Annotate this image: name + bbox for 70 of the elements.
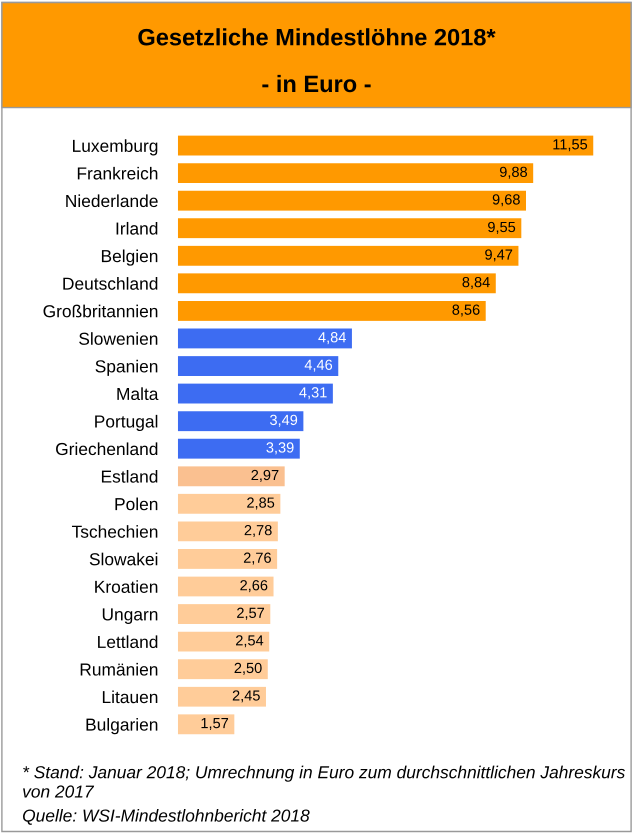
y-tick-label: Deutschland xyxy=(63,277,158,290)
y-tick-label: Belgien xyxy=(102,250,158,266)
bar xyxy=(178,411,304,432)
chart-title: Gesetzliche Mindestlöhne 2018* xyxy=(138,28,496,46)
y-tick-label: Irland xyxy=(116,222,158,235)
data-label: 4,84 xyxy=(318,332,346,344)
data-label: 2,50 xyxy=(234,662,262,675)
data-label: 4,46 xyxy=(304,360,332,372)
bar xyxy=(178,604,270,624)
chart-subtitle: - in Euro - xyxy=(262,74,371,92)
bar xyxy=(178,438,300,459)
y-tick-label: Niederlande xyxy=(66,194,158,208)
data-label: 9,88 xyxy=(500,166,527,179)
text: * Stand: Januar 2018; Umrechnung in Euro zum durchschnittlichen Jahreskurs von 2017 xyxy=(23,766,625,798)
bar xyxy=(178,714,234,734)
bar xyxy=(178,218,522,238)
bar xyxy=(178,273,496,294)
bar xyxy=(178,384,333,404)
y-tick-label: Estland xyxy=(102,470,158,483)
data-label: 2,76 xyxy=(244,552,271,565)
y-tick-label: Spanien xyxy=(96,360,158,376)
data-label: 4,31 xyxy=(299,387,327,400)
data-label: 8,84 xyxy=(462,276,490,289)
y-tick-label: Portugal xyxy=(95,414,158,432)
y-tick-label: Polen xyxy=(115,498,158,510)
y-tick-label: Frankreich xyxy=(78,166,158,180)
y-tick-label: Litauen xyxy=(102,690,158,704)
data-label: 2,78 xyxy=(244,524,272,538)
data-label: 2,54 xyxy=(236,635,264,648)
y-tick-label: Malta xyxy=(117,387,158,400)
bar xyxy=(178,246,518,266)
bar xyxy=(178,521,278,542)
y-tick-label: Lettland xyxy=(98,635,158,648)
bar xyxy=(178,190,526,211)
y-tick-label: Kroatien xyxy=(95,580,158,593)
y-tick-label: Rumänien xyxy=(80,662,158,676)
bar xyxy=(178,659,268,680)
bar xyxy=(178,494,280,514)
data-label: 2,66 xyxy=(240,580,268,592)
y-tick-label: Bulgarien xyxy=(86,718,158,734)
data-label: 9,47 xyxy=(485,249,512,262)
data-label: 9,68 xyxy=(492,194,520,206)
data-label: 3,49 xyxy=(270,414,298,427)
bar xyxy=(178,632,270,652)
data-label: 11,55 xyxy=(553,139,588,152)
bar xyxy=(178,163,534,184)
bar xyxy=(178,136,594,156)
data-label: 9,55 xyxy=(488,222,516,234)
bar xyxy=(178,466,285,486)
data-label: 2,85 xyxy=(247,497,274,510)
y-tick-label: Slowenien xyxy=(79,332,158,345)
y-tick-label: Ungarn xyxy=(102,608,158,624)
y-tick-label: Luxemburg xyxy=(73,139,158,156)
bar xyxy=(178,686,266,707)
y-tick-label: Großbritannien xyxy=(44,304,158,318)
data-label: 2,97 xyxy=(251,470,278,482)
bar xyxy=(178,356,338,376)
y-tick-label: Griechenland xyxy=(56,442,158,456)
bar xyxy=(178,576,274,596)
data-label: 8,56 xyxy=(452,304,480,317)
source-note: Quelle: WSI-Mindestlohnbericht 2018 xyxy=(23,808,310,825)
data-label: 1,57 xyxy=(202,718,228,730)
bar xyxy=(178,549,278,569)
data-label: 2,57 xyxy=(237,608,264,620)
data-label: 2,45 xyxy=(232,690,260,702)
bar xyxy=(178,300,486,321)
data-label: 3,39 xyxy=(266,442,294,454)
bar xyxy=(178,328,352,348)
y-tick-label: Slowakei xyxy=(90,552,158,566)
y-tick-label: Tschechien xyxy=(72,525,158,538)
